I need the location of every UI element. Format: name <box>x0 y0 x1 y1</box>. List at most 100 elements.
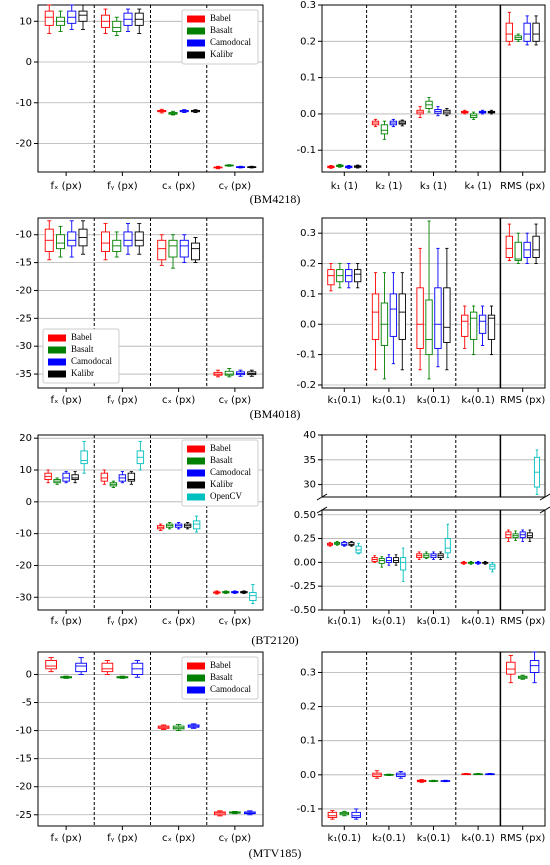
y-tick-label: 0.2 <box>300 259 316 270</box>
x-tick-label: fᵧ (px) <box>107 395 138 406</box>
box <box>489 563 496 570</box>
box <box>478 314 487 334</box>
box <box>469 311 478 340</box>
box <box>101 662 114 673</box>
legend-label: Babel <box>210 443 231 453</box>
legend-swatch <box>187 15 205 23</box>
y-tick-label: 0 <box>26 57 32 68</box>
x-tick-label: k₃(0.1) <box>417 395 451 406</box>
box <box>434 287 442 349</box>
legend-label: Basalt <box>210 672 233 682</box>
y-tick-label: 0.1 <box>300 73 316 84</box>
x-tick-label: k₁(0.1) <box>328 833 362 844</box>
box <box>45 659 57 670</box>
y-tick-label: 0.25 <box>294 534 316 545</box>
box <box>425 299 433 356</box>
x-tick-label: k₂(0.1) <box>372 395 406 406</box>
legend-label: Babel <box>210 13 231 23</box>
x-tick-label: cᵧ (px) <box>219 395 252 406</box>
box <box>179 239 189 258</box>
box <box>62 472 70 482</box>
x-tick-label: cₓ (px) <box>162 616 195 627</box>
legend-label: Camodocal <box>210 37 251 47</box>
legend-label: Babel <box>210 660 231 670</box>
x-tick-label: k₃(0.1) <box>417 616 451 627</box>
y-tick-label: 0.50 <box>294 510 316 521</box>
x-tick-label: k₃(0.1) <box>417 833 451 844</box>
y-tick-label: -20 <box>16 782 32 793</box>
box <box>505 22 513 42</box>
box <box>389 293 398 337</box>
y-tick-label: 0.00 <box>294 557 316 568</box>
x-tick-label: k₁(0.1) <box>328 395 362 406</box>
y-tick-label: 0 <box>26 497 32 508</box>
x-tick-label: k₂(0.1) <box>372 833 406 844</box>
box <box>355 545 362 554</box>
caption: (BM4018) <box>250 407 301 421</box>
box <box>157 239 167 261</box>
box <box>444 538 451 554</box>
y-tick-label: -20 <box>16 560 32 571</box>
y-tick-label: 35 <box>303 455 316 466</box>
box <box>327 811 338 818</box>
box <box>190 242 200 261</box>
box <box>526 532 533 539</box>
box <box>44 10 54 26</box>
legend-swatch <box>187 481 205 489</box>
legend-swatch <box>187 662 205 670</box>
axis-break <box>539 506 550 514</box>
x-tick-label: RMS (px) <box>500 616 545 627</box>
box <box>385 557 392 563</box>
legend-label: Kalibr <box>210 479 233 489</box>
y-tick-label: 0.0 <box>300 319 316 330</box>
x-tick-label: fₓ (px) <box>51 395 82 406</box>
legend-label: Kalibr <box>210 49 233 59</box>
legend-swatch <box>187 27 205 35</box>
plot-frame <box>321 434 546 498</box>
box <box>393 557 400 563</box>
y-tick-label: 10 <box>19 16 32 27</box>
caption: (MTV185) <box>249 846 302 860</box>
y-tick-label: -25 <box>16 810 32 821</box>
x-tick-label: RMS (px) <box>500 181 545 192</box>
box <box>371 293 380 340</box>
legend-swatch <box>48 334 66 342</box>
legend-label: Camodocal <box>71 356 112 366</box>
y-tick-label: -0.25 <box>290 581 316 592</box>
y-tick-label: 10 <box>19 465 32 476</box>
y-tick-label: -10 <box>16 230 32 241</box>
legend-label: Basalt <box>210 455 233 465</box>
y-tick-label: 0.3 <box>300 228 316 239</box>
legend-label: Basalt <box>71 344 94 354</box>
legend-label: Babel <box>71 332 92 342</box>
x-tick-label: k₃ (1) <box>420 181 447 192</box>
box <box>348 541 355 546</box>
box <box>398 293 406 340</box>
y-tick-label: -20 <box>16 285 32 296</box>
legend-label: OpenCV <box>210 491 242 501</box>
box <box>168 239 178 258</box>
x-tick-label: cₓ (px) <box>162 181 195 192</box>
y-tick-label: -10 <box>16 726 32 737</box>
box <box>354 269 362 283</box>
box <box>100 472 109 482</box>
legend-swatch <box>187 493 205 501</box>
y-tick-label: 0.1 <box>300 289 316 300</box>
box <box>56 234 66 250</box>
box <box>67 231 77 247</box>
box <box>327 269 335 286</box>
y-tick-label: -35 <box>16 369 32 380</box>
legend-swatch <box>187 39 205 47</box>
box <box>71 474 79 480</box>
x-tick-label: fᵧ (px) <box>107 616 138 627</box>
box <box>127 472 136 482</box>
x-tick-label: k₄(0.1) <box>461 616 495 627</box>
y-tick-label: 0.1 <box>300 736 316 747</box>
x-tick-label: k₁(0.1) <box>328 616 362 627</box>
legend-swatch <box>48 358 66 366</box>
x-tick-label: fᵧ (px) <box>107 181 138 192</box>
box <box>461 314 469 337</box>
box <box>416 287 424 349</box>
x-tick-label: fₓ (px) <box>51 833 82 844</box>
box <box>75 662 87 673</box>
